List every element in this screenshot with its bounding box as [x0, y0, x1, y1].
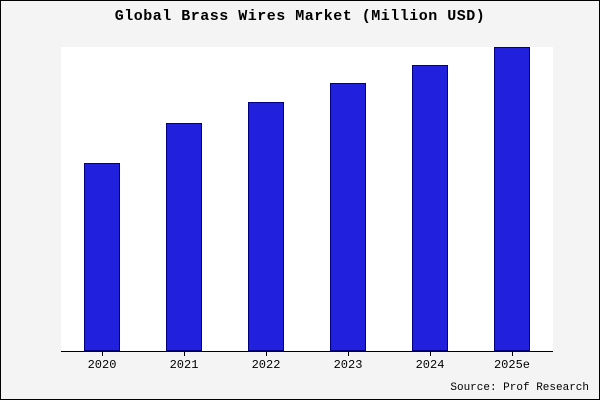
bar-chart — [61, 47, 553, 351]
x-tick — [183, 352, 185, 356]
bar-cell — [143, 47, 225, 351]
chart-title: Global Brass Wires Market (Million USD) — [114, 8, 486, 25]
x-axis-cell: 2022 — [225, 352, 307, 372]
x-tick — [511, 352, 513, 356]
x-axis-cell: 2024 — [389, 352, 471, 372]
x-axis-cell: 2025e — [471, 352, 553, 372]
bar-cell — [389, 47, 471, 351]
x-tick — [429, 352, 431, 356]
x-tick-label-2022: 2022 — [251, 358, 281, 372]
bar-2025e — [494, 47, 530, 351]
bar-2020 — [84, 162, 120, 351]
bar-2024 — [412, 65, 448, 351]
bar-cell — [61, 47, 143, 351]
bar-cell — [471, 47, 553, 351]
source-note: Source: Prof Research — [450, 382, 589, 394]
x-tick — [265, 352, 267, 356]
x-tick-label-2025e: 2025e — [493, 358, 530, 372]
x-axis: 2020 2021 2022 2023 2024 2025e — [61, 352, 553, 372]
x-tick — [101, 352, 103, 356]
x-tick-label-2024: 2024 — [415, 358, 445, 372]
bar-2021 — [166, 123, 202, 351]
x-axis-cell: 2020 — [61, 352, 143, 372]
x-tick-label-2023: 2023 — [333, 358, 363, 372]
x-axis-cell: 2023 — [307, 352, 389, 372]
plot-area — [61, 47, 553, 352]
bar-cell — [307, 47, 389, 351]
bar-2022 — [248, 101, 284, 351]
x-tick-label-2020: 2020 — [87, 358, 117, 372]
x-tick — [347, 352, 349, 356]
x-tick-label-2021: 2021 — [169, 358, 199, 372]
x-axis-cell: 2021 — [143, 352, 225, 372]
bar-2023 — [330, 83, 366, 351]
bar-cell — [225, 47, 307, 351]
